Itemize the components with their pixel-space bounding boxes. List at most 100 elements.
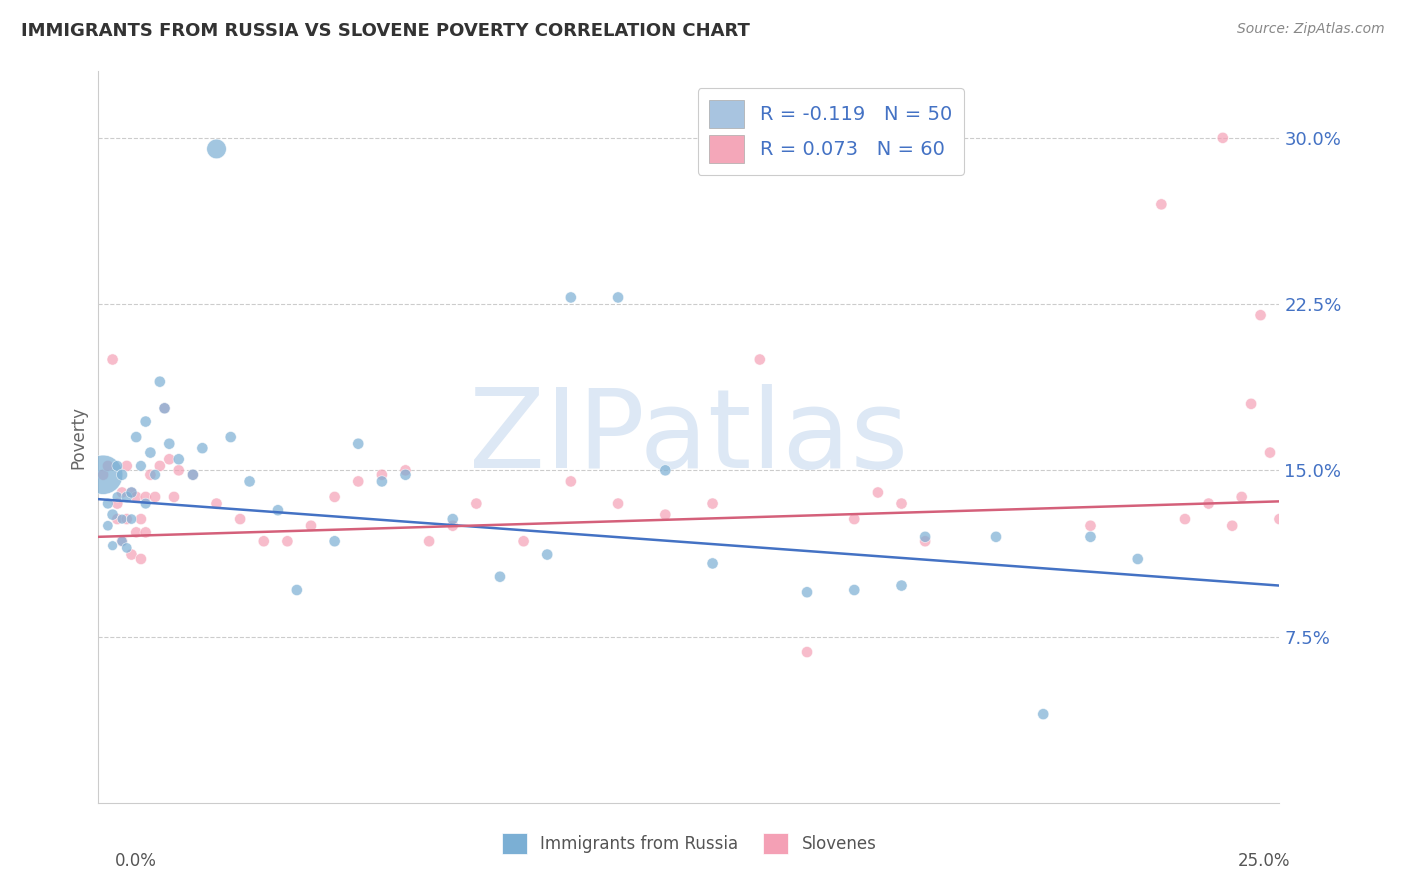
Point bbox=[1126, 552, 1149, 566]
Point bbox=[441, 512, 464, 526]
Point bbox=[890, 497, 912, 511]
Point bbox=[1220, 518, 1243, 533]
Point bbox=[157, 436, 180, 450]
Text: 0.0%: 0.0% bbox=[115, 852, 157, 870]
Point bbox=[394, 463, 416, 477]
Point bbox=[276, 534, 298, 549]
Point bbox=[111, 534, 134, 549]
Point bbox=[111, 534, 134, 549]
Y-axis label: Poverty: Poverty bbox=[69, 406, 87, 468]
Point bbox=[1212, 131, 1234, 145]
Point bbox=[111, 512, 134, 526]
Text: IMMIGRANTS FROM RUSSIA VS SLOVENE POVERTY CORRELATION CHART: IMMIGRANTS FROM RUSSIA VS SLOVENE POVERT… bbox=[21, 22, 749, 40]
Text: ZIPatlas: ZIPatlas bbox=[470, 384, 908, 491]
Point bbox=[135, 525, 157, 540]
Point bbox=[115, 490, 138, 504]
Point bbox=[229, 512, 252, 526]
Point bbox=[139, 445, 162, 459]
Point bbox=[111, 485, 134, 500]
Point bbox=[512, 534, 534, 549]
Text: Source: ZipAtlas.com: Source: ZipAtlas.com bbox=[1237, 22, 1385, 37]
Point bbox=[702, 497, 724, 511]
Point bbox=[125, 525, 148, 540]
Point bbox=[1032, 707, 1054, 722]
Point bbox=[101, 508, 124, 522]
Point bbox=[796, 645, 818, 659]
Point bbox=[1250, 308, 1272, 322]
Point bbox=[105, 490, 128, 504]
Point bbox=[239, 475, 262, 489]
Legend: Immigrants from Russia, Slovenes: Immigrants from Russia, Slovenes bbox=[495, 827, 883, 860]
Point bbox=[285, 582, 308, 597]
Point bbox=[1278, 452, 1301, 467]
Point bbox=[97, 458, 120, 473]
Point bbox=[91, 467, 114, 482]
Point bbox=[654, 508, 676, 522]
Point bbox=[105, 458, 128, 473]
Point bbox=[153, 401, 176, 416]
Point bbox=[1258, 445, 1281, 459]
Point bbox=[111, 467, 134, 482]
Point bbox=[135, 497, 157, 511]
Point bbox=[149, 458, 172, 473]
Point bbox=[167, 452, 190, 467]
Point bbox=[441, 518, 464, 533]
Point bbox=[115, 512, 138, 526]
Point bbox=[748, 352, 770, 367]
Point bbox=[323, 534, 346, 549]
Point bbox=[101, 352, 124, 367]
Point bbox=[181, 467, 204, 482]
Point bbox=[560, 475, 582, 489]
Point bbox=[121, 548, 143, 562]
Point bbox=[347, 436, 370, 450]
Point bbox=[465, 497, 488, 511]
Point bbox=[121, 485, 143, 500]
Point bbox=[796, 585, 818, 599]
Point bbox=[1230, 490, 1253, 504]
Point bbox=[253, 534, 276, 549]
Point bbox=[1268, 512, 1291, 526]
Point bbox=[607, 497, 630, 511]
Point bbox=[560, 290, 582, 304]
Point bbox=[143, 490, 166, 504]
Point bbox=[418, 534, 440, 549]
Point bbox=[489, 570, 512, 584]
Point bbox=[129, 512, 152, 526]
Point bbox=[890, 578, 912, 592]
Point bbox=[181, 467, 204, 482]
Point bbox=[844, 582, 866, 597]
Point bbox=[914, 534, 936, 549]
Point bbox=[914, 530, 936, 544]
Point bbox=[121, 485, 143, 500]
Point bbox=[91, 467, 114, 482]
Point bbox=[191, 441, 214, 455]
Point bbox=[115, 541, 138, 555]
Point bbox=[866, 485, 889, 500]
Point bbox=[347, 475, 370, 489]
Point bbox=[129, 552, 152, 566]
Point bbox=[371, 475, 394, 489]
Point bbox=[394, 467, 416, 482]
Point bbox=[1080, 518, 1102, 533]
Point bbox=[205, 497, 228, 511]
Point bbox=[536, 548, 558, 562]
Point bbox=[105, 512, 128, 526]
Text: 25.0%: 25.0% bbox=[1239, 852, 1291, 870]
Point bbox=[844, 512, 866, 526]
Point bbox=[97, 518, 120, 533]
Point bbox=[654, 463, 676, 477]
Point bbox=[167, 463, 190, 477]
Point bbox=[205, 142, 228, 156]
Point bbox=[1240, 397, 1263, 411]
Point bbox=[163, 490, 186, 504]
Point bbox=[97, 497, 120, 511]
Point bbox=[323, 490, 346, 504]
Point bbox=[129, 458, 152, 473]
Point bbox=[1150, 197, 1173, 211]
Point bbox=[1198, 497, 1220, 511]
Point bbox=[267, 503, 290, 517]
Point bbox=[299, 518, 322, 533]
Point bbox=[101, 539, 124, 553]
Point bbox=[105, 497, 128, 511]
Point bbox=[984, 530, 1007, 544]
